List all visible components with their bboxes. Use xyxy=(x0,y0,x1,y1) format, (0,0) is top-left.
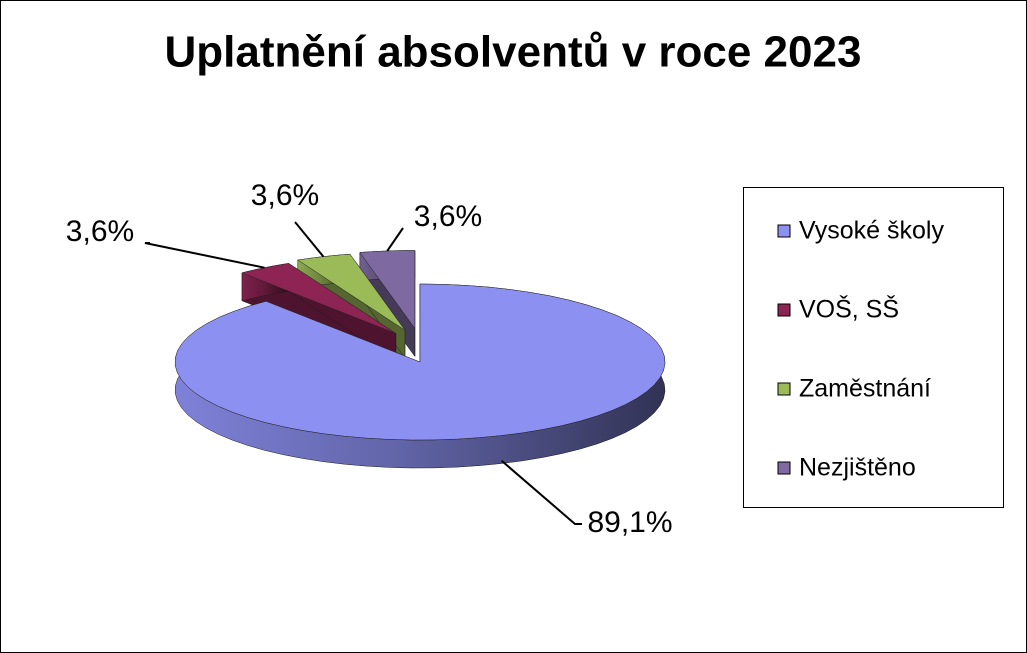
leader-line xyxy=(386,227,404,252)
data-label: 3,6% xyxy=(251,179,319,212)
legend-swatch xyxy=(777,303,791,317)
slice xyxy=(359,250,416,358)
leader-line xyxy=(144,242,265,269)
chart-title: Uplatnění absolventů v roce 2023 xyxy=(165,28,862,77)
slice-top xyxy=(359,250,416,330)
slice xyxy=(174,283,666,469)
data-label: 3,6% xyxy=(66,215,134,248)
leader-line xyxy=(500,459,582,525)
slice-top xyxy=(241,263,397,334)
leader-line xyxy=(294,221,325,258)
legend-box xyxy=(743,187,1004,508)
legend-swatch xyxy=(777,461,791,475)
legend-swatch xyxy=(777,224,791,238)
data-label: 3,6% xyxy=(414,200,482,233)
data-label: 89,1% xyxy=(587,506,672,539)
slice-top xyxy=(174,283,666,441)
legend-swatch xyxy=(777,382,791,396)
legend-label: Nezjištěno xyxy=(799,454,916,482)
legend-label: VOŠ, SŠ xyxy=(799,295,899,324)
legend-label: Vysoké školy xyxy=(799,217,944,245)
legend-label: Zaměstnání xyxy=(799,375,931,403)
